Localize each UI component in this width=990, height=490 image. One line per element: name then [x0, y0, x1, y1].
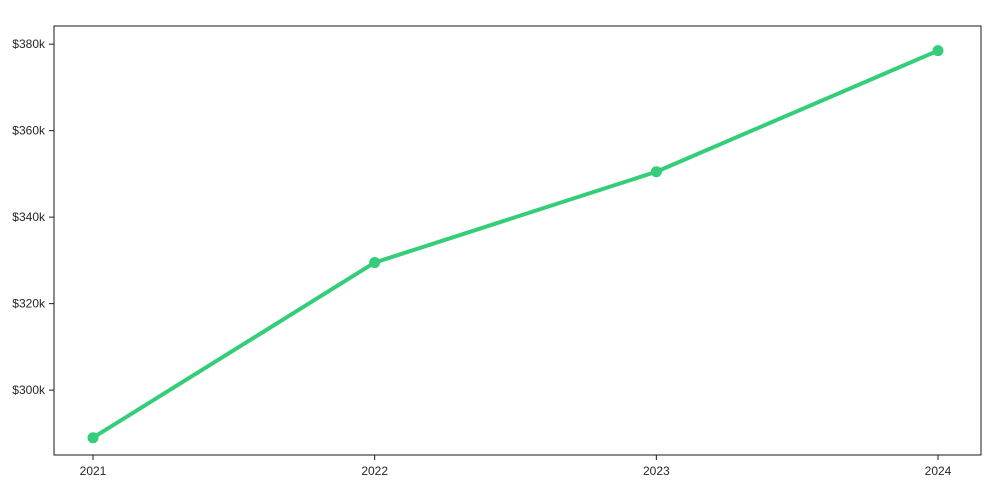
trend-line: [91, 48, 940, 440]
data-point-2024: [932, 45, 944, 57]
data-point-2021: [87, 432, 99, 444]
data-point-2022: [369, 257, 381, 269]
y-axis-tick-label: $380k: [12, 37, 46, 51]
y-axis-tick-label: $300k: [12, 383, 46, 397]
x-axis-tick-label: 2024: [925, 464, 952, 478]
data-point-2023: [650, 166, 662, 178]
y-axis-tick-label: $360k: [12, 124, 46, 138]
x-axis-tick-label: 2022: [361, 464, 388, 478]
x-axis-tick-label: 2023: [643, 464, 670, 478]
y-axis-tick-label: $320k: [12, 297, 46, 311]
plot-frame: [53, 25, 982, 456]
y-axis-tick-label: $340k: [12, 210, 46, 224]
x-axis-tick-label: 2021: [80, 464, 107, 478]
